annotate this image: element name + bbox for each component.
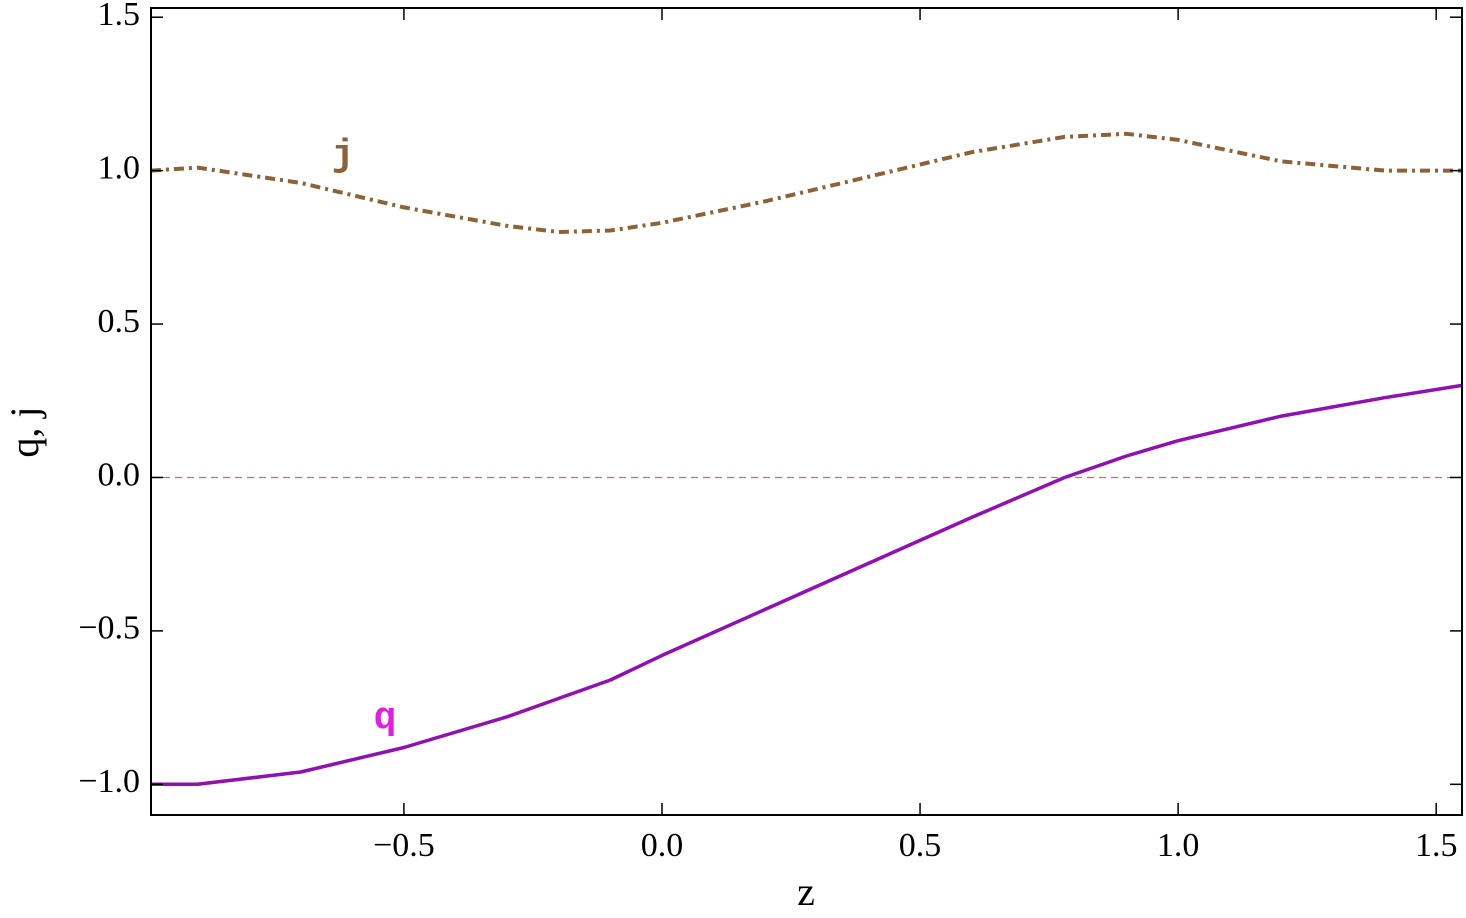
line-series — [151, 383, 1463, 787]
y-tick-label: 0.5 — [98, 303, 141, 340]
y-tick-label: −1.0 — [78, 763, 140, 800]
plot-frame — [150, 7, 1463, 816]
y-tick-label: −0.5 — [78, 610, 140, 647]
x-tick-label: 0.0 — [641, 827, 684, 864]
x-tick-label: 1.0 — [1157, 827, 1200, 864]
x-axis-title: z — [797, 869, 815, 914]
x-tick-label: 1.5 — [1415, 827, 1458, 864]
x-tick-label: −0.5 — [373, 827, 435, 864]
y-tick-label: 0.0 — [98, 456, 141, 493]
y-tick-label: 1.0 — [98, 149, 141, 186]
series-label: j — [332, 134, 355, 177]
series-label: q — [374, 697, 397, 740]
y-axis-title: q, j — [2, 406, 47, 457]
x-tick-label: 0.5 — [899, 827, 942, 864]
y-tick-label: 1.5 — [98, 0, 141, 33]
line-series — [150, 131, 1462, 234]
